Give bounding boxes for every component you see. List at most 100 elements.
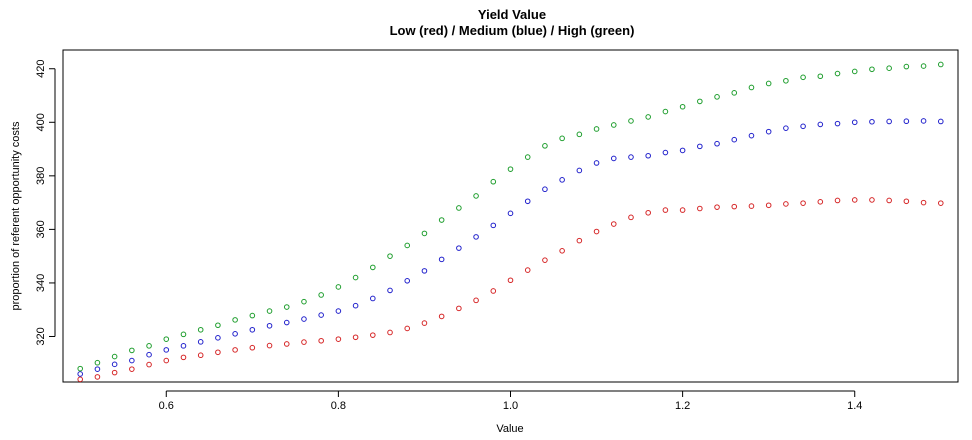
data-point bbox=[129, 366, 135, 372]
data-point bbox=[817, 121, 824, 128]
data-point bbox=[817, 199, 824, 205]
y-axis: 320 340 360 380 400 420 bbox=[35, 60, 56, 346]
data-point bbox=[920, 63, 927, 69]
y-tick-label: 360 bbox=[35, 220, 47, 238]
data-point bbox=[576, 131, 583, 138]
data-point bbox=[593, 160, 600, 166]
data-point bbox=[645, 152, 651, 159]
data-point bbox=[249, 344, 256, 351]
data-point bbox=[920, 118, 927, 124]
data-point bbox=[662, 207, 669, 213]
x-tick-label: 0.6 bbox=[159, 400, 174, 412]
data-point bbox=[129, 347, 135, 354]
data-point bbox=[524, 267, 531, 273]
data-point bbox=[559, 248, 565, 254]
data-point bbox=[146, 351, 152, 358]
data-point bbox=[834, 197, 841, 204]
data-point bbox=[610, 221, 617, 227]
data-point bbox=[576, 237, 583, 244]
data-point bbox=[679, 147, 686, 154]
data-point bbox=[111, 353, 118, 360]
data-point bbox=[215, 349, 221, 356]
data-point bbox=[800, 123, 806, 130]
data-point bbox=[283, 319, 290, 326]
y-tick-label: 320 bbox=[35, 327, 47, 345]
data-point bbox=[387, 253, 393, 259]
data-point bbox=[318, 312, 324, 318]
data-point bbox=[249, 326, 256, 333]
data-point bbox=[283, 341, 290, 347]
data-point bbox=[421, 320, 428, 326]
data-point bbox=[679, 103, 686, 110]
data-point bbox=[232, 317, 238, 323]
data-point bbox=[593, 228, 600, 235]
data-point bbox=[697, 205, 703, 212]
data-point bbox=[662, 108, 669, 115]
data-point bbox=[645, 209, 651, 216]
data-point bbox=[748, 203, 755, 209]
data-point bbox=[903, 63, 910, 70]
data-point bbox=[697, 143, 703, 150]
data-point bbox=[111, 361, 118, 368]
data-point bbox=[937, 118, 944, 125]
data-point bbox=[903, 198, 910, 205]
data-point bbox=[111, 369, 118, 376]
data-point bbox=[817, 73, 824, 80]
data-point bbox=[628, 214, 634, 221]
data-point bbox=[490, 222, 497, 229]
data-point bbox=[77, 376, 84, 383]
data-point bbox=[318, 337, 324, 344]
data-point bbox=[937, 200, 944, 206]
data-point bbox=[714, 94, 720, 100]
data-point bbox=[352, 302, 359, 309]
data-point bbox=[266, 308, 273, 314]
data-point bbox=[731, 90, 738, 96]
data-point bbox=[765, 80, 772, 87]
data-point bbox=[438, 217, 445, 223]
series-1 bbox=[77, 118, 944, 377]
data-point bbox=[180, 343, 187, 349]
data-point bbox=[473, 193, 479, 199]
data-point bbox=[370, 295, 376, 302]
data-point bbox=[851, 197, 858, 203]
data-point bbox=[610, 122, 617, 128]
data-point bbox=[628, 118, 634, 124]
data-point bbox=[283, 304, 290, 310]
data-point bbox=[851, 68, 858, 75]
data-point bbox=[542, 186, 548, 193]
data-point bbox=[249, 312, 256, 319]
data-point bbox=[404, 277, 411, 284]
x-tick-label: 0.8 bbox=[331, 400, 346, 412]
data-point bbox=[765, 128, 772, 135]
data-point bbox=[163, 347, 170, 353]
data-point bbox=[869, 118, 875, 125]
y-tick-label: 420 bbox=[35, 60, 47, 78]
data-point bbox=[869, 197, 875, 203]
data-point bbox=[352, 334, 359, 341]
data-point bbox=[834, 70, 841, 77]
data-point bbox=[421, 268, 428, 274]
x-tick-label: 1.4 bbox=[847, 400, 862, 412]
data-point bbox=[748, 132, 755, 139]
data-point bbox=[94, 374, 101, 380]
data-point bbox=[679, 207, 686, 213]
data-point bbox=[783, 77, 789, 84]
data-point bbox=[197, 339, 204, 345]
plot-area-frame bbox=[62, 49, 959, 383]
data-point bbox=[903, 118, 910, 125]
data-point bbox=[180, 331, 187, 338]
data-point bbox=[473, 297, 479, 304]
data-point bbox=[387, 329, 393, 336]
data-point bbox=[180, 354, 187, 361]
data-point bbox=[456, 305, 462, 312]
x-tick-label: 1.2 bbox=[675, 400, 690, 412]
data-point bbox=[524, 198, 531, 205]
data-point bbox=[473, 234, 479, 240]
data-point bbox=[542, 257, 548, 263]
data-point bbox=[266, 322, 273, 329]
data-point bbox=[387, 287, 393, 294]
data-point bbox=[507, 277, 514, 284]
data-point bbox=[714, 140, 720, 147]
data-point bbox=[697, 98, 703, 105]
data-point bbox=[370, 264, 376, 271]
